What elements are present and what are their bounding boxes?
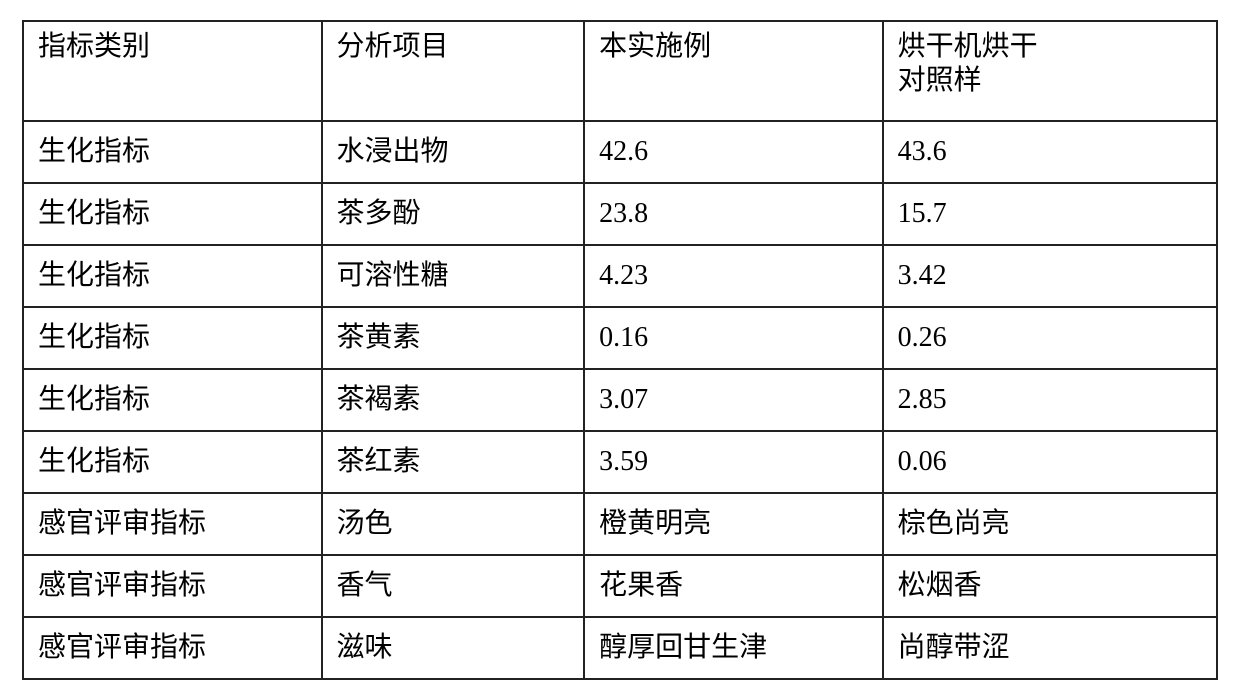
header-this-example: 本实施例	[584, 21, 883, 121]
table-row: 感官评审指标 香气 花果香 松烟香	[23, 555, 1217, 617]
header-indicator-category: 指标类别	[23, 21, 322, 121]
cell-example: 42.6	[584, 121, 883, 183]
cell-example: 花果香	[584, 555, 883, 617]
page: 指标类别 分析项目 本实施例 烘干机烘干 对照样 生化指标 水浸出物 42.6 …	[0, 0, 1240, 674]
header-dryer-control-line2: 对照样	[898, 64, 1202, 98]
table-row: 生化指标 可溶性糖 4.23 3.42	[23, 245, 1217, 307]
cell-item: 水浸出物	[322, 121, 585, 183]
cell-item: 茶褐素	[322, 369, 585, 431]
cell-item: 茶红素	[322, 431, 585, 493]
cell-category: 生化指标	[23, 245, 322, 307]
header-dryer-control: 烘干机烘干 对照样	[883, 21, 1217, 121]
table-row: 感官评审指标 滋味 醇厚回甘生津 尚醇带涩	[23, 617, 1217, 679]
cell-control: 3.42	[883, 245, 1217, 307]
cell-example: 3.07	[584, 369, 883, 431]
header-analysis-item: 分析项目	[322, 21, 585, 121]
cell-item: 可溶性糖	[322, 245, 585, 307]
table-row: 生化指标 茶多酚 23.8 15.7	[23, 183, 1217, 245]
table-body: 生化指标 水浸出物 42.6 43.6 生化指标 茶多酚 23.8 15.7 生…	[23, 121, 1217, 679]
cell-example: 23.8	[584, 183, 883, 245]
cell-control: 2.85	[883, 369, 1217, 431]
cell-control: 棕色尚亮	[883, 493, 1217, 555]
cell-category: 感官评审指标	[23, 493, 322, 555]
table-head: 指标类别 分析项目 本实施例 烘干机烘干 对照样	[23, 21, 1217, 121]
cell-item: 茶黄素	[322, 307, 585, 369]
table-row: 生化指标 茶褐素 3.07 2.85	[23, 369, 1217, 431]
table-row: 生化指标 茶黄素 0.16 0.26	[23, 307, 1217, 369]
cell-item: 香气	[322, 555, 585, 617]
cell-example: 橙黄明亮	[584, 493, 883, 555]
header-dryer-control-line1: 烘干机烘干	[898, 30, 1202, 64]
cell-category: 感官评审指标	[23, 617, 322, 679]
cell-category: 生化指标	[23, 369, 322, 431]
table-row: 感官评审指标 汤色 橙黄明亮 棕色尚亮	[23, 493, 1217, 555]
cell-control: 松烟香	[883, 555, 1217, 617]
cell-category: 生化指标	[23, 183, 322, 245]
cell-category: 生化指标	[23, 431, 322, 493]
cell-control: 43.6	[883, 121, 1217, 183]
cell-item: 茶多酚	[322, 183, 585, 245]
table-row: 生化指标 茶红素 3.59 0.06	[23, 431, 1217, 493]
comparison-table: 指标类别 分析项目 本实施例 烘干机烘干 对照样 生化指标 水浸出物 42.6 …	[22, 20, 1218, 680]
cell-item: 汤色	[322, 493, 585, 555]
cell-category: 生化指标	[23, 121, 322, 183]
cell-control: 0.26	[883, 307, 1217, 369]
cell-category: 生化指标	[23, 307, 322, 369]
cell-example: 醇厚回甘生津	[584, 617, 883, 679]
cell-example: 4.23	[584, 245, 883, 307]
table-header-row: 指标类别 分析项目 本实施例 烘干机烘干 对照样	[23, 21, 1217, 121]
cell-item: 滋味	[322, 617, 585, 679]
cell-control: 尚醇带涩	[883, 617, 1217, 679]
cell-category: 感官评审指标	[23, 555, 322, 617]
cell-example: 0.16	[584, 307, 883, 369]
cell-control: 0.06	[883, 431, 1217, 493]
cell-example: 3.59	[584, 431, 883, 493]
cell-control: 15.7	[883, 183, 1217, 245]
table-row: 生化指标 水浸出物 42.6 43.6	[23, 121, 1217, 183]
